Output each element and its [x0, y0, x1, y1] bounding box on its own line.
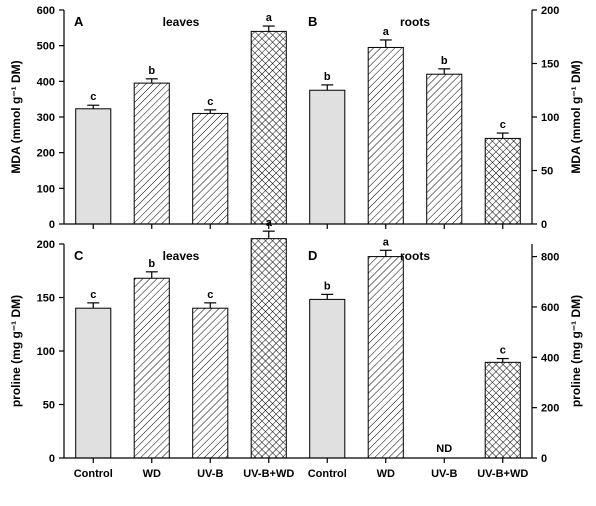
bar	[251, 31, 286, 224]
bar	[251, 239, 286, 458]
y-tick-label: 200	[37, 239, 55, 251]
bar	[134, 278, 169, 458]
y-axis-label: proline (mg g⁻¹ DM)	[569, 295, 583, 407]
y-tick-label: 800	[541, 252, 559, 264]
y-tick-label: 300	[37, 112, 55, 124]
x-tick-label: WD	[143, 468, 161, 480]
y-tick-label: 150	[37, 293, 55, 305]
bar	[310, 90, 345, 224]
x-tick-label: UV-B	[431, 468, 457, 480]
significance-label: b	[324, 280, 331, 292]
bar	[368, 257, 403, 458]
y-tick-label: 100	[37, 346, 55, 358]
x-tick-label: UV-B+WD	[243, 468, 294, 480]
significance-label: b	[441, 55, 448, 67]
y-tick-label: 50	[43, 400, 55, 412]
panel-letter: B	[308, 14, 317, 29]
panel-title: leaves	[163, 15, 200, 29]
bar	[193, 308, 228, 458]
y-tick-label: 100	[37, 183, 55, 195]
bar	[485, 362, 520, 458]
y-tick-label: 400	[37, 76, 55, 88]
significance-label: b	[148, 65, 155, 77]
significance-label: a	[266, 217, 273, 229]
panel-title: leaves	[163, 249, 200, 263]
y-tick-label: 200	[37, 148, 55, 160]
x-tick-label: WD	[377, 468, 395, 480]
significance-label: a	[383, 236, 390, 248]
y-tick-label: 400	[541, 352, 559, 364]
y-tick-label: 150	[541, 59, 559, 71]
bar	[76, 308, 111, 458]
y-axis-label: MDA (mmol g⁻¹ DM)	[9, 60, 23, 173]
significance-label: b	[324, 71, 331, 83]
x-tick-label: UV-B+WD	[477, 468, 528, 480]
significance-label: c	[207, 289, 213, 301]
significance-label: a	[266, 12, 273, 24]
bar	[427, 74, 462, 224]
y-axis-label: MDA (mmol g⁻¹ DM)	[569, 60, 583, 173]
x-tick-label: Control	[308, 468, 347, 480]
significance-label: a	[383, 26, 390, 38]
figure: cbca0100200300400500600AleavesMDA (mmol …	[0, 0, 596, 506]
y-tick-label: 50	[541, 166, 553, 178]
y-tick-label: 200	[541, 5, 559, 17]
significance-label: b	[148, 258, 155, 270]
y-tick-label: 200	[541, 403, 559, 415]
y-tick-label: 0	[49, 219, 55, 231]
panel-title: roots	[400, 15, 430, 29]
bar	[310, 299, 345, 458]
panel-letter: A	[74, 14, 84, 29]
y-axis-label: proline (mg g⁻¹ DM)	[9, 295, 23, 407]
y-tick-label: 500	[37, 41, 55, 53]
y-tick-label: 0	[541, 219, 547, 231]
bar	[368, 47, 403, 224]
nd-label: ND	[436, 443, 452, 455]
panel-letter: D	[308, 248, 317, 263]
bar	[193, 113, 228, 224]
y-tick-label: 600	[541, 302, 559, 314]
x-tick-label: Control	[74, 468, 113, 480]
y-tick-label: 0	[49, 453, 55, 465]
significance-label: c	[500, 119, 506, 131]
y-tick-label: 600	[37, 5, 55, 17]
significance-label: c	[500, 345, 506, 357]
significance-label: c	[90, 289, 96, 301]
bar	[76, 109, 111, 224]
bar	[485, 138, 520, 224]
y-tick-label: 0	[541, 453, 547, 465]
x-tick-label: UV-B	[197, 468, 223, 480]
panel-title: roots	[400, 249, 430, 263]
y-tick-label: 100	[541, 112, 559, 124]
panel-letter: C	[74, 248, 84, 263]
significance-label: c	[90, 91, 96, 103]
bar	[134, 83, 169, 224]
significance-label: c	[207, 96, 213, 108]
